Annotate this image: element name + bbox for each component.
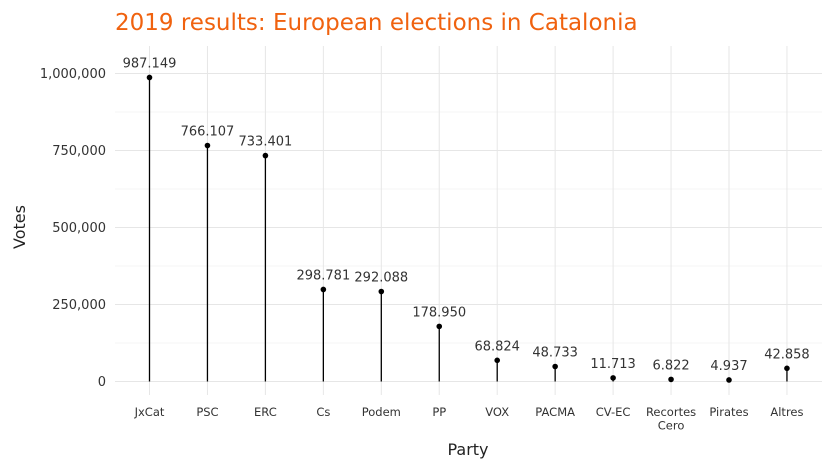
lollipop-point <box>204 142 211 149</box>
grid <box>115 46 822 395</box>
x-tick-label: Altres <box>770 405 803 419</box>
data-label: 6.822 <box>652 358 689 373</box>
x-tick-label: PSC <box>196 405 218 419</box>
data-label: 766.107 <box>181 125 235 140</box>
lollipop-point <box>784 365 790 372</box>
lollipop-point <box>552 363 558 370</box>
y-tick-label: 750,000 <box>52 144 106 159</box>
lollipop-point <box>146 74 153 81</box>
lollipop-marks: 987.149 766.107 733.401 298.781 292.088 178.9… <box>123 56 810 383</box>
x-tick-label: VOX <box>485 405 509 419</box>
x-tick-label: JxCat <box>134 405 165 419</box>
data-label: 733.401 <box>239 135 293 150</box>
y-tick-label: 0 <box>98 375 106 390</box>
x-axis-ticks: JxCat PSC ERC Cs Podem PP VOX PACMA CV-EC Recorte… <box>134 405 804 433</box>
data-label: 298.781 <box>296 268 350 283</box>
y-tick-label: 250,000 <box>52 298 106 313</box>
x-axis-title: Party <box>447 440 488 459</box>
data-label: 68.824 <box>474 339 520 354</box>
x-tick-label: Podem <box>362 405 401 419</box>
chart-title: 2019 results: European elections in Cata… <box>115 10 638 36</box>
data-label: 42.858 <box>764 347 810 362</box>
y-tick-label: 500,000 <box>52 221 106 236</box>
lollipop-point <box>610 375 616 381</box>
lollipop-point <box>436 323 443 330</box>
data-label: 48.733 <box>532 345 578 360</box>
data-label: 292.088 <box>354 271 408 286</box>
x-tick-label: Cs <box>316 405 330 419</box>
x-tick-label: Pirates <box>709 405 748 419</box>
lollipop-point <box>668 376 674 383</box>
y-axis-title: Votes <box>10 205 29 249</box>
x-tick-label: CV-EC <box>596 405 631 419</box>
y-axis-ticks: 0 250,000 500,000 750,000 1,000,000 <box>40 67 106 390</box>
data-label: 987.149 <box>123 56 177 71</box>
data-label: 178.950 <box>412 305 466 320</box>
lollipop-point <box>726 377 732 383</box>
x-tick-label: Recortes Cero <box>646 405 696 433</box>
y-tick-label: 1,000,000 <box>40 67 106 82</box>
lollipop-point <box>494 357 501 364</box>
lollipop-point <box>320 286 327 293</box>
data-label: 11.713 <box>590 357 636 372</box>
lollipop-point <box>262 152 269 159</box>
x-tick-label: PACMA <box>535 405 575 419</box>
x-tick-label: PP <box>432 405 446 419</box>
x-tick-label: ERC <box>254 405 277 419</box>
lollipop-point <box>378 288 385 295</box>
data-label: 4.937 <box>710 359 747 374</box>
